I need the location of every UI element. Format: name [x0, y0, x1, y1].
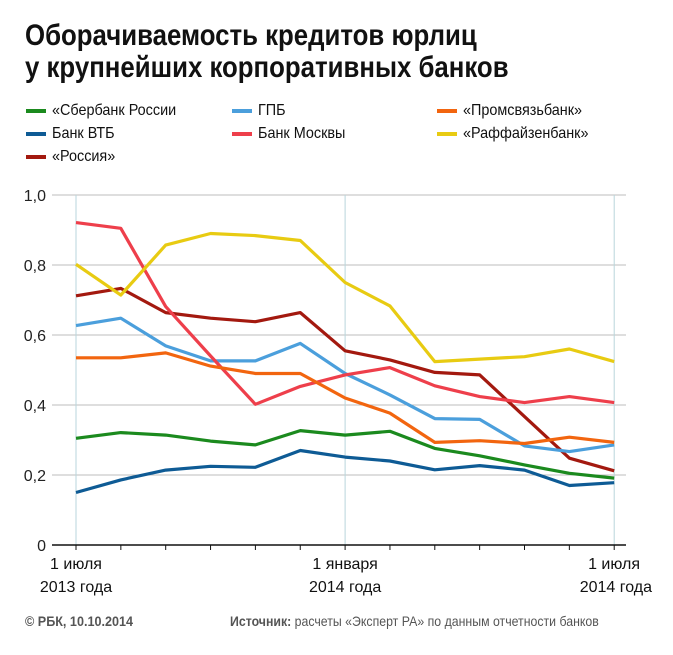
legend-swatch — [26, 155, 46, 159]
x-tick-label: 2014 года — [580, 579, 652, 596]
x-axis — [52, 544, 626, 550]
series-line — [75, 429, 615, 480]
series-line — [75, 221, 615, 406]
legend-label: ГПБ — [258, 102, 286, 119]
chart-title-line-2: у крупнейших корпоративных банков — [25, 51, 509, 84]
y-tick-label: 1,0 — [24, 188, 46, 205]
legend-item-raiffeisen: «Раффайзенбанк» — [437, 124, 602, 144]
chart-title-line-1: Оборачиваемость кредитов юрлиц — [25, 19, 477, 52]
legend-swatch — [232, 132, 252, 136]
vertical-markers — [75, 195, 615, 545]
x-tick-label: 1 января — [312, 556, 377, 573]
copyright: © РБК, 10.10.2014 — [25, 613, 133, 629]
source-label: Источник: — [230, 613, 292, 629]
legend-swatch — [26, 109, 46, 113]
series-line — [75, 448, 615, 495]
y-tick-label: 0,8 — [24, 258, 46, 275]
x-tick-label: 1 июля — [50, 556, 102, 573]
x-tick-label: 2013 года — [40, 579, 112, 596]
legend-label: Банк ВТБ — [52, 125, 115, 142]
legend-item-vtb: Банк ВТБ — [26, 124, 122, 144]
legend-label: «Сбербанк России — [52, 102, 177, 119]
chart-title: Оборачиваемость кредитов юрлиц у крупней… — [25, 20, 509, 84]
legend-swatch — [437, 109, 457, 113]
series-line — [75, 286, 615, 473]
series-line — [76, 351, 615, 446]
legend-swatch — [232, 109, 252, 113]
series-line — [75, 231, 615, 364]
legend-item-bank-moskvy: Банк Москвы — [232, 124, 355, 144]
y-tick-label: 0,6 — [24, 328, 46, 345]
y-tick-label: 0 — [37, 538, 46, 555]
legend-item-rossiya: «Россия» — [26, 147, 122, 167]
legend-swatch — [26, 132, 46, 136]
legend-label: «Раффайзенбанк» — [463, 125, 589, 142]
legend-label: Банк Москвы — [258, 125, 346, 142]
series-lines — [75, 221, 615, 495]
legend-item-promsvyazbank: «Промсвязьбанк» — [437, 101, 595, 121]
source-note: Источник: расчеты «Эксперт РА» по данным… — [230, 613, 599, 629]
y-tick-label: 0,4 — [24, 398, 46, 415]
legend-item-sberbank: «Сбербанк России — [26, 101, 190, 121]
x-tick-label: 2014 года — [309, 579, 381, 596]
legend-item-gpb: ГПБ — [232, 101, 289, 121]
legend-swatch — [437, 132, 457, 136]
legend-label: «Промсвязьбанк» — [463, 102, 583, 119]
legend-label: «Россия» — [52, 148, 116, 165]
x-axis-labels: 1 июля 2013 года 1 января 2014 года 1 июля 20… — [40, 556, 652, 596]
y-axis: 0 0,2 0,4 0,6 0,8 1,0 — [24, 188, 46, 555]
source-text: расчеты «Эксперт РА» по данным отчетност… — [291, 613, 599, 629]
x-tick-label: 1 июля — [588, 556, 640, 573]
y-tick-label: 0,2 — [24, 468, 46, 485]
